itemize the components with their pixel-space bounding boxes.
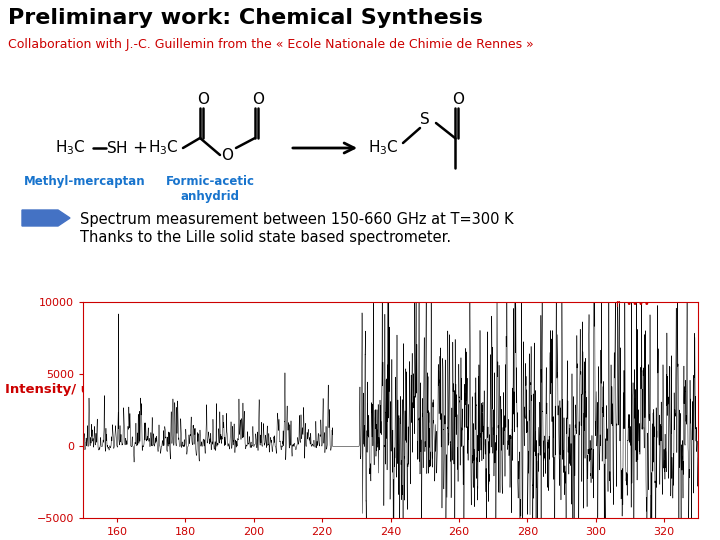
Text: r  ••••: r •••• — [616, 299, 650, 309]
Text: Formic-acetic
anhydrid: Formic-acetic anhydrid — [166, 175, 254, 203]
Text: O: O — [252, 92, 264, 107]
Text: O: O — [197, 92, 209, 107]
Text: +: + — [132, 139, 147, 157]
Text: Thanks to the Lille solid state based spectrometer.: Thanks to the Lille solid state based sp… — [80, 230, 451, 245]
Text: O: O — [452, 92, 464, 107]
Text: $\mathregular{H_3C}$: $\mathregular{H_3C}$ — [368, 139, 399, 157]
Text: $\mathregular{SH}$: $\mathregular{SH}$ — [106, 140, 127, 156]
Text: Methyl-mercaptan: Methyl-mercaptan — [24, 175, 146, 188]
Text: $\mathregular{H_3C}$: $\mathregular{H_3C}$ — [55, 139, 86, 157]
Text: Preliminary work: Chemical Synthesis: Preliminary work: Chemical Synthesis — [8, 8, 483, 28]
Text: S: S — [420, 112, 430, 127]
Text: Intensity/ u.a: Intensity/ u.a — [5, 383, 104, 396]
FancyArrow shape — [22, 210, 70, 226]
Text: O: O — [221, 147, 233, 163]
Text: Spectrum measurement between 150-660 GHz at T=300 K: Spectrum measurement between 150-660 GHz… — [80, 212, 513, 227]
Text: $\mathregular{H_3C}$: $\mathregular{H_3C}$ — [148, 139, 179, 157]
Text: Collaboration with J.-C. Guillemin from the « Ecole Nationale de Chimie de Renne: Collaboration with J.-C. Guillemin from … — [8, 38, 534, 51]
